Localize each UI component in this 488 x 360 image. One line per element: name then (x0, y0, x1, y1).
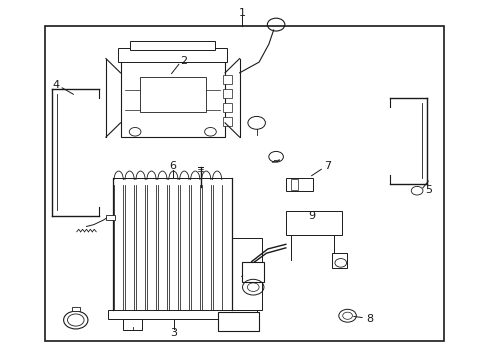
Text: 5: 5 (424, 185, 431, 195)
Bar (106, 215, 115, 220)
Text: 3: 3 (170, 328, 177, 338)
Bar (45, 26, 443, 341)
Circle shape (67, 314, 84, 326)
Text: 6: 6 (169, 161, 176, 171)
Bar (108, 310, 256, 319)
Text: 4: 4 (52, 80, 59, 90)
Bar (140, 77, 205, 112)
Bar (118, 48, 227, 62)
Bar (331, 253, 346, 267)
Bar (222, 103, 232, 112)
Bar (242, 262, 264, 282)
Bar (222, 75, 232, 84)
Text: 1: 1 (238, 8, 245, 18)
Bar (120, 59, 224, 137)
Bar (222, 319, 242, 330)
Text: 2: 2 (180, 57, 187, 66)
Bar (290, 179, 298, 190)
Bar (130, 41, 215, 50)
Bar (285, 178, 312, 192)
Bar (122, 319, 142, 330)
Bar (217, 312, 259, 331)
Bar (222, 89, 232, 98)
Bar (72, 307, 80, 311)
Text: 7: 7 (323, 161, 330, 171)
Bar (222, 117, 232, 126)
Text: 8: 8 (365, 314, 372, 324)
Bar (232, 238, 261, 310)
Circle shape (63, 311, 88, 329)
Bar (285, 211, 341, 235)
Text: 9: 9 (307, 211, 315, 221)
